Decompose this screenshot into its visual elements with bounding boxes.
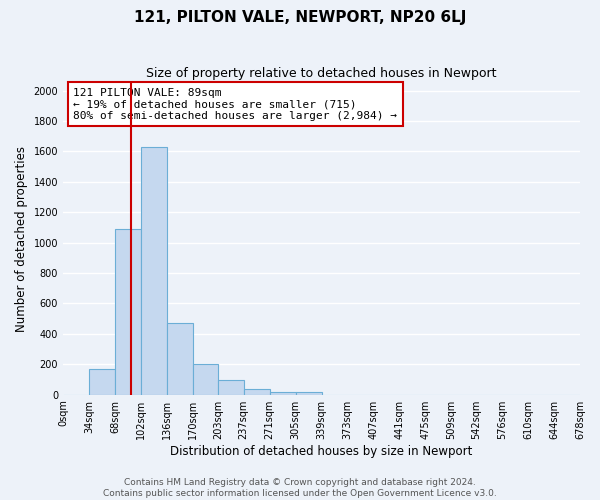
Bar [296,392,322,394]
Bar [115,229,141,394]
Bar [193,364,218,394]
Text: 121 PILTON VALE: 89sqm
← 19% of detached houses are smaller (715)
80% of semi-de: 121 PILTON VALE: 89sqm ← 19% of detached… [73,88,397,121]
Bar [244,390,269,394]
Text: Contains HM Land Registry data © Crown copyright and database right 2024.
Contai: Contains HM Land Registry data © Crown c… [103,478,497,498]
Bar [167,324,193,394]
Bar [141,147,167,394]
Title: Size of property relative to detached houses in Newport: Size of property relative to detached ho… [146,68,497,80]
Text: 121, PILTON VALE, NEWPORT, NP20 6LJ: 121, PILTON VALE, NEWPORT, NP20 6LJ [134,10,466,25]
Bar [89,369,115,394]
Bar [269,392,296,394]
X-axis label: Distribution of detached houses by size in Newport: Distribution of detached houses by size … [170,444,473,458]
Y-axis label: Number of detached properties: Number of detached properties [15,146,28,332]
Bar [218,380,244,394]
